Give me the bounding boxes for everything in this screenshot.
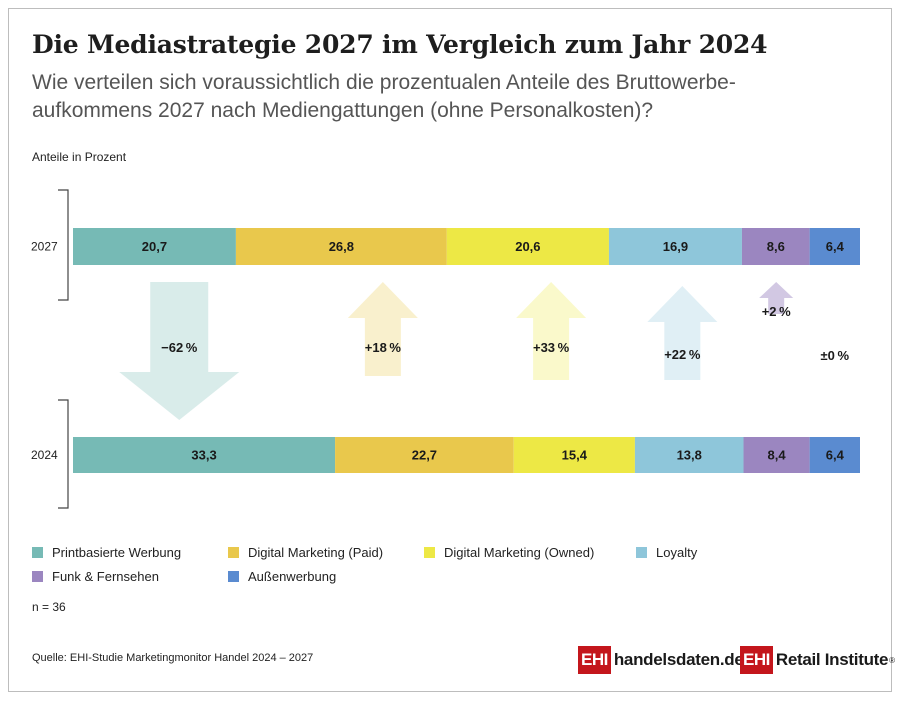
bar-segment bbox=[73, 228, 236, 265]
bar-value-label: 6,4 bbox=[826, 448, 845, 463]
legend-swatch bbox=[228, 571, 239, 582]
bar-value-label: 8,4 bbox=[768, 448, 787, 463]
bar-segment bbox=[809, 228, 860, 265]
sample-size: n = 36 bbox=[32, 600, 66, 614]
bar-segment bbox=[235, 228, 447, 265]
retail-institute-logo-text: Retail Institute bbox=[775, 650, 889, 669]
bar-segment bbox=[741, 228, 810, 265]
bar-segment bbox=[73, 437, 336, 473]
year-label: 2024 bbox=[31, 448, 58, 462]
bar-segment bbox=[335, 437, 514, 473]
bar-value-label: 33,3 bbox=[191, 448, 216, 463]
chart-subtitle: Wie verteilen sich voraussichtlich die p… bbox=[32, 71, 736, 122]
ehi-retail-institute-logo[interactable]: EHI Retail Institute ® bbox=[740, 645, 895, 675]
unit-label: Anteile in Prozent bbox=[32, 150, 127, 164]
bar-segment bbox=[513, 437, 635, 473]
change-label: −62 % bbox=[161, 340, 198, 355]
legend-swatch bbox=[32, 547, 43, 558]
bar-segment bbox=[743, 437, 810, 473]
legend-swatch bbox=[32, 571, 43, 582]
arrow-up-icon bbox=[647, 286, 718, 380]
legend-swatch bbox=[424, 547, 435, 558]
legend-item: Funk & Fernsehen bbox=[32, 569, 159, 584]
arrow-up-icon bbox=[516, 282, 587, 380]
legend-label: Loyalty bbox=[656, 545, 698, 560]
legend-item: Printbasierte Werbung bbox=[32, 545, 181, 560]
ehi-logo-box: EHI bbox=[740, 646, 773, 674]
arrow-up-icon bbox=[347, 282, 418, 376]
bar-value-label: 22,7 bbox=[412, 448, 437, 463]
arrow-up-icon bbox=[759, 282, 794, 314]
change-label: +18 % bbox=[365, 340, 402, 355]
source-note: Quelle: EHI-Studie Marketingmonitor Hand… bbox=[32, 652, 314, 664]
legend-item: Digital Marketing (Paid) bbox=[228, 545, 383, 560]
handelsdaten-logo[interactable]: EHI handelsdaten.de bbox=[578, 645, 744, 675]
bar-segment bbox=[446, 228, 609, 265]
change-label: +22 % bbox=[664, 347, 701, 362]
legend-label: Printbasierte Werbung bbox=[52, 545, 182, 560]
handelsdaten-logo-text: handelsdaten.de bbox=[613, 650, 744, 669]
bar-value-label: 13,8 bbox=[677, 448, 702, 463]
bar-value-label: 6,4 bbox=[826, 239, 845, 254]
bar-value-label: 26,8 bbox=[329, 239, 354, 254]
bar-segment bbox=[809, 437, 860, 473]
arrow-down-icon bbox=[119, 282, 240, 420]
legend-label: Digital Marketing (Paid) bbox=[248, 545, 384, 560]
bar-value-label: 20,7 bbox=[142, 239, 167, 254]
bar-segment bbox=[634, 437, 744, 473]
chart-frame bbox=[8, 8, 892, 692]
bar-value-label: 20,6 bbox=[515, 239, 540, 254]
legend-label: Funk & Fernsehen bbox=[52, 569, 159, 584]
year-bracket bbox=[58, 399, 69, 509]
bar-value-label: 8,6 bbox=[767, 239, 785, 254]
change-label: ±0 % bbox=[821, 348, 850, 363]
change-label: +2 % bbox=[762, 304, 791, 319]
year-label: 2027 bbox=[31, 240, 58, 254]
legend-swatch bbox=[228, 547, 239, 558]
registered-mark: ® bbox=[889, 655, 896, 665]
legend-swatch bbox=[636, 547, 647, 558]
bar-value-label: 16,9 bbox=[663, 239, 688, 254]
year-bracket bbox=[58, 189, 69, 301]
chart-title: Die Mediastrategie 2027 im Vergleich zum… bbox=[32, 30, 768, 59]
legend-label: Außenwerbung bbox=[248, 569, 337, 584]
legend-item: Außenwerbung bbox=[228, 569, 336, 584]
legend-label: Digital Marketing (Owned) bbox=[444, 545, 595, 560]
change-label: +33 % bbox=[533, 340, 570, 355]
bar-segment bbox=[608, 228, 742, 265]
ehi-logo-box: EHI bbox=[578, 646, 611, 674]
bar-value-label: 15,4 bbox=[562, 448, 588, 463]
legend-item: Digital Marketing (Owned) bbox=[424, 545, 594, 560]
legend-item: Loyalty bbox=[636, 545, 697, 560]
